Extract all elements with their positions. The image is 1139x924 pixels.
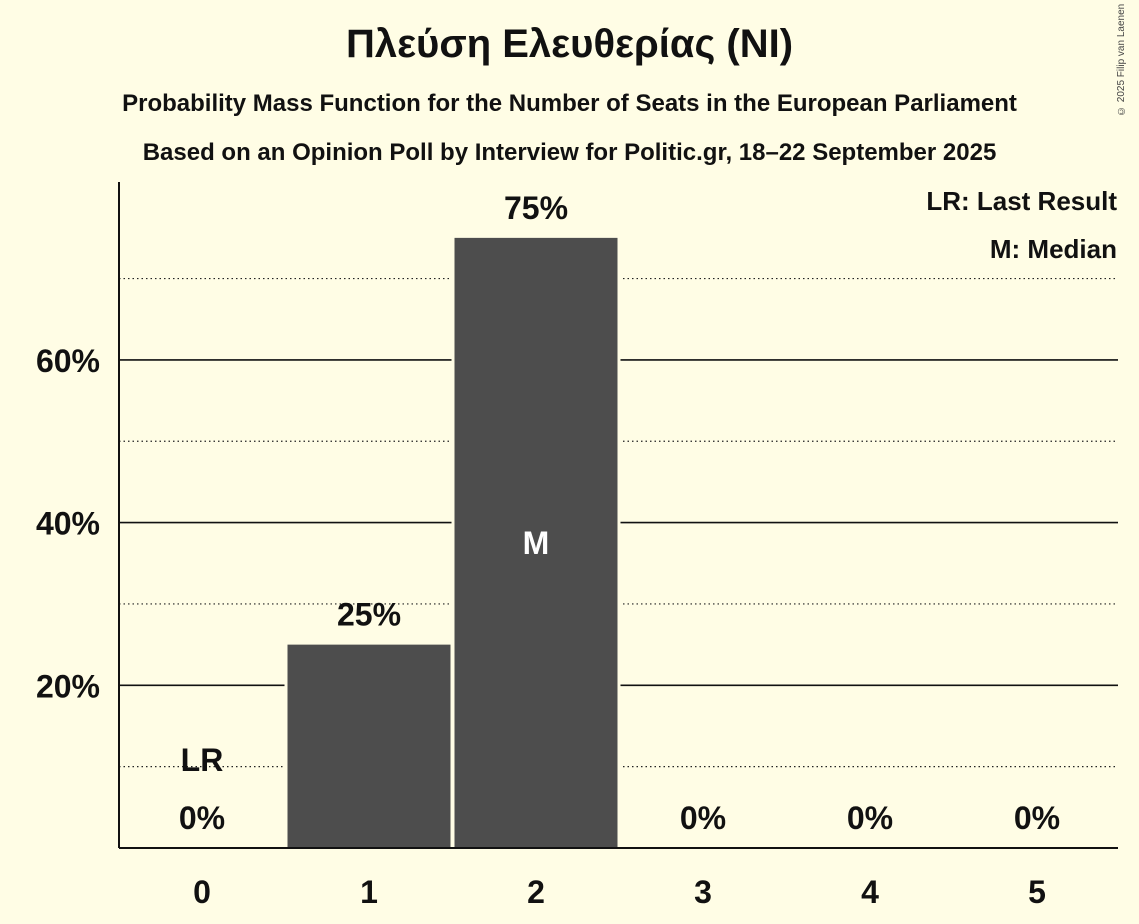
- y-tick-label: 20%: [36, 668, 100, 704]
- value-label: 0%: [847, 800, 893, 836]
- x-tick-label: 4: [861, 874, 879, 910]
- value-label: 0%: [680, 800, 726, 836]
- bars: [284, 234, 621, 848]
- value-label: 0%: [1014, 800, 1060, 836]
- legend-entry: M: Median: [990, 234, 1117, 264]
- bar-seats-1: [287, 644, 451, 848]
- y-tick-label: 40%: [36, 506, 100, 542]
- chart-title: Πλεύση Ελευθερίας (NI): [345, 22, 794, 66]
- median-marker: M: [523, 525, 550, 561]
- chart-subtitle: Probability Mass Function for the Number…: [122, 90, 1017, 117]
- x-tick-label: 3: [694, 874, 712, 910]
- value-label: 0%: [179, 800, 225, 836]
- chart-source-line: Based on an Opinion Poll by Interview fo…: [142, 139, 997, 166]
- value-label: 75%: [504, 190, 568, 226]
- data-labels: 0% 25% 75% 0% 0% 0% M LR: [179, 190, 1060, 836]
- axes: 20% 40% 60% 0 1 2 3 4 5: [36, 182, 1118, 910]
- last-result-marker: LR: [181, 742, 224, 778]
- bar-seats-2: [454, 237, 618, 848]
- y-tick-label: 60%: [36, 343, 100, 379]
- x-tick-label: 1: [360, 874, 378, 910]
- value-label: 25%: [337, 597, 401, 633]
- legend: LR: Last Result M: Median: [926, 186, 1117, 264]
- x-tick-label: 0: [193, 874, 211, 910]
- x-tick-label: 5: [1028, 874, 1046, 910]
- legend-entry: LR: Last Result: [926, 186, 1117, 216]
- x-tick-label: 2: [527, 874, 545, 910]
